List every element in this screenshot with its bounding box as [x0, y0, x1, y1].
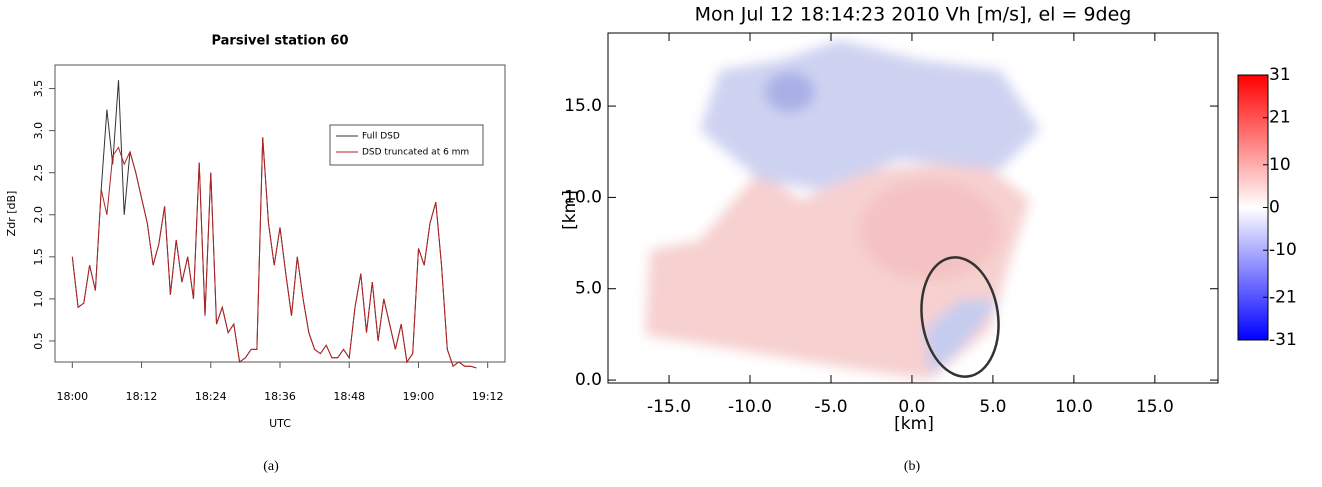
caption: (b) — [904, 459, 921, 474]
y-tick-label: 3.0 — [32, 122, 45, 140]
plot-frame — [607, 32, 1219, 384]
x-tick-label: 18:12 — [126, 390, 158, 403]
radar-field — [645, 40, 1040, 380]
y-axis-label: [km] — [560, 190, 580, 230]
x-tick-label: 18:00 — [56, 390, 88, 403]
plot-frame — [54, 64, 506, 363]
y-tick-label: 0.5 — [32, 332, 45, 350]
x-tick-label: 18:24 — [195, 390, 227, 403]
colorbar-tick-label: -10 — [1269, 240, 1297, 260]
y-tick-label: 5.0 — [575, 279, 602, 299]
x-axis-label: UTC — [269, 417, 291, 430]
legend-label: DSD truncated at 6 mm — [362, 148, 469, 158]
y-tick-label: 10.0 — [564, 187, 602, 207]
x-tick-label: 10.0 — [1055, 397, 1093, 417]
x-axis-label: [km] — [894, 414, 934, 434]
x-tick-label: 5.0 — [979, 397, 1006, 417]
data-line — [71, 137, 477, 369]
y-tick-label: 0.0 — [575, 370, 602, 390]
legend: Full DSD DSD truncated at 6 mm — [329, 124, 484, 166]
chart-title: Mon Jul 12 18:14:23 2010 Vh [m/s], el = … — [695, 4, 1132, 26]
x-tick-label: 19:12 — [472, 390, 504, 403]
colorbar-tick-label: 31 — [1269, 65, 1291, 85]
colorbar-tick-label: 10 — [1269, 155, 1291, 175]
chart-title: Parsivel station 60 — [211, 34, 348, 49]
legend-box — [329, 124, 484, 166]
y-tick-label: 2.0 — [32, 206, 45, 224]
colorbar-tick-label: 21 — [1269, 108, 1291, 128]
x-tick-label: 19:00 — [403, 390, 435, 403]
colorbar-tick-label: 0 — [1269, 198, 1280, 218]
x-tick-label: 18:48 — [333, 390, 365, 403]
y-tick-label: 2.5 — [32, 164, 45, 182]
y-tick-label: 1.0 — [32, 290, 45, 308]
y-tick-label: 15.0 — [564, 96, 602, 116]
x-tick-label: -10.0 — [728, 397, 772, 417]
y-axis-label: Zdr [dB] — [5, 191, 18, 237]
y-tick-label: 1.5 — [32, 248, 45, 266]
x-tick-label: 0.0 — [898, 397, 925, 417]
x-tick-label: -5.0 — [814, 397, 847, 417]
x-tick-label: -15.0 — [647, 397, 691, 417]
legend-label: Full DSD — [362, 132, 400, 142]
data-line — [71, 80, 477, 369]
colorbar-tick-label: -31 — [1269, 330, 1297, 350]
x-tick-label: 18:36 — [264, 390, 296, 403]
highlight-ellipse — [920, 256, 1000, 378]
x-tick-label: 15.0 — [1136, 397, 1174, 417]
y-tick-label: 3.5 — [32, 80, 45, 98]
caption: (a) — [263, 459, 279, 474]
colorbar-tick-label: -21 — [1269, 287, 1297, 307]
